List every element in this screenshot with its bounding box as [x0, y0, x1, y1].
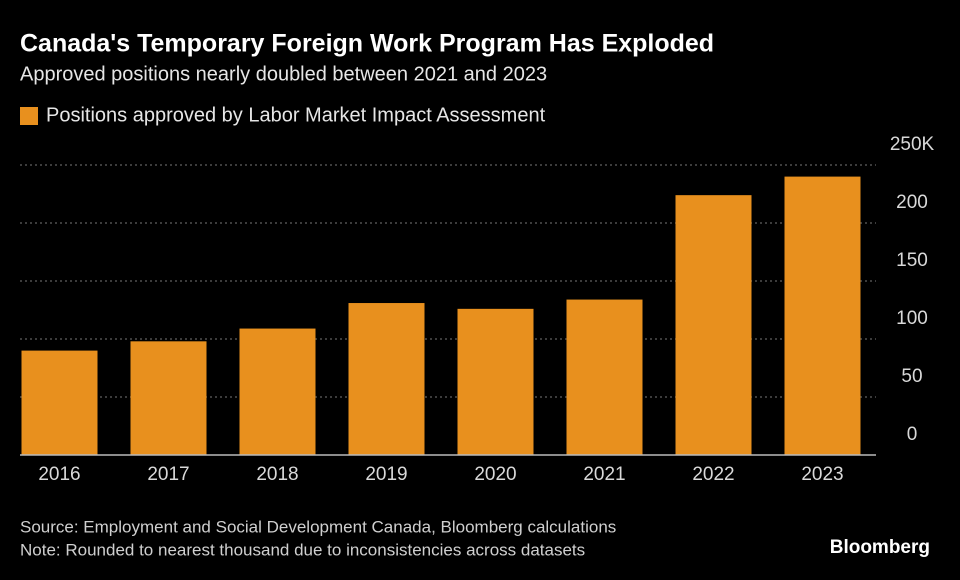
x-tick-label: 2019 — [365, 464, 407, 485]
y-tick-label: 50 — [901, 366, 922, 387]
bar — [675, 195, 752, 455]
bar — [784, 176, 861, 455]
x-tick-label: 2023 — [801, 464, 843, 485]
bar — [130, 341, 207, 455]
x-tick-label: 2016 — [38, 464, 80, 485]
x-tick-label: 2017 — [147, 464, 189, 485]
x-tick-label: 2018 — [256, 464, 298, 485]
x-tick-label: 2020 — [474, 464, 516, 485]
chart-title: Canada's Temporary Foreign Work Program … — [20, 30, 714, 58]
bar — [21, 350, 98, 455]
y-tick-label: 200 — [896, 192, 928, 213]
bar — [457, 308, 534, 455]
bar — [348, 303, 425, 455]
y-tick-label: 100 — [896, 308, 928, 329]
source: Source: Employment and Social Developmen… — [20, 517, 616, 536]
legend-swatch — [20, 107, 38, 125]
y-tick-label: 0 — [907, 424, 918, 445]
x-tick-label: 2021 — [583, 464, 625, 485]
chart-subtitle: Approved positions nearly doubled betwee… — [20, 63, 547, 85]
bar — [566, 299, 643, 455]
x-tick-label: 2022 — [692, 464, 734, 485]
y-tick-label: 250K — [890, 134, 935, 155]
legend-label: Positions approved by Labor Market Impac… — [46, 104, 546, 126]
bar — [239, 328, 316, 455]
y-tick-label: 150 — [896, 250, 928, 271]
brand-logo: Bloomberg — [830, 537, 930, 558]
note: Note: Rounded to nearest thousand due to… — [20, 540, 585, 559]
